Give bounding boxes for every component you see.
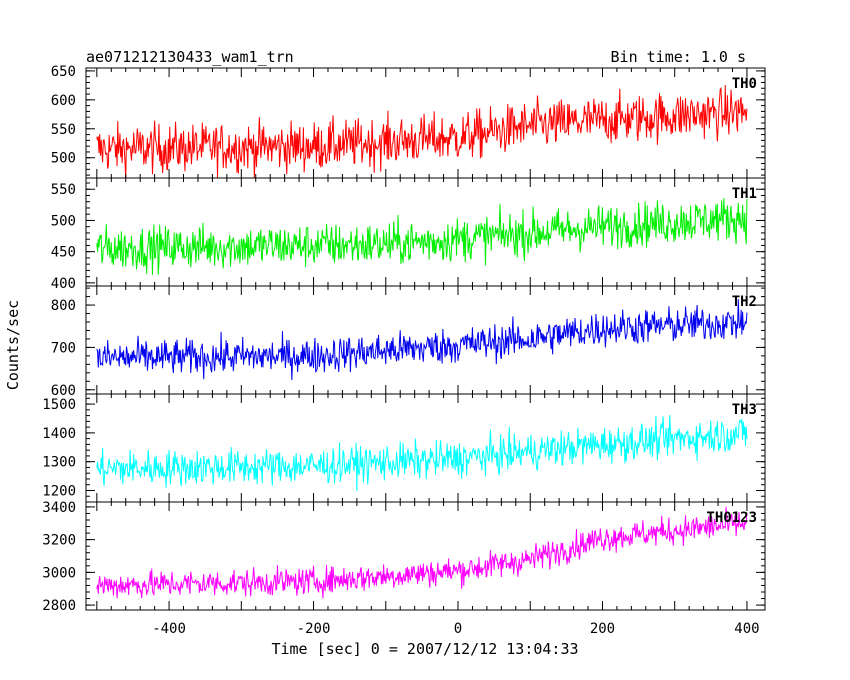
x-tick-label: 0 (454, 621, 462, 637)
y-tick-label: 1500 (42, 397, 76, 413)
panels-group: 500 550 600 650 TH0 400 450 500 550 TH1 600 700 800 T… (42, 64, 766, 614)
y-tick-label: 550 (51, 182, 76, 198)
x-axis: -400 -200 0 200 400 (152, 621, 759, 637)
chart-title: ae071212130433_wam1_trn (86, 48, 294, 66)
series-th0123 (96, 506, 748, 599)
panel-th2: 600 700 800 TH2 (51, 285, 766, 399)
panel-frame (85, 67, 766, 179)
x-axis-label: Time [sec] 0 = 2007/12/12 13:04:33 (271, 640, 578, 658)
y-tick-label: 600 (51, 383, 76, 399)
series-th2 (96, 299, 748, 381)
panel-th0123: 2800 3000 3200 3400 TH0123 (42, 500, 766, 614)
y-tick-label: 2800 (42, 598, 76, 614)
x-tick-label: -200 (297, 621, 331, 637)
x-tick-label: 200 (590, 621, 615, 637)
panel-th1: 400 450 500 550 TH1 (51, 177, 766, 292)
panel-label: TH1 (732, 186, 757, 202)
series-th1 (96, 198, 748, 275)
y-tick-label: 1300 (42, 455, 76, 471)
y-tick-label: 450 (51, 245, 76, 261)
y-tick-label: 500 (51, 151, 76, 167)
panel-frame (85, 177, 766, 287)
panel-frame (85, 285, 766, 395)
x-tick-label: 400 (734, 621, 759, 637)
y-tick-label: 3200 (42, 533, 76, 549)
bin-time-label: Bin time: 1.0 s (611, 48, 746, 66)
panel-label: TH0123 (706, 510, 757, 526)
panel-frame (85, 501, 766, 611)
y-tick-label: 600 (51, 93, 76, 109)
y-tick-label: 400 (51, 276, 76, 292)
y-tick-label: 3400 (42, 500, 76, 516)
y-tick-label: 550 (51, 122, 76, 138)
panel-label: TH3 (732, 402, 757, 418)
y-tick-label: 800 (51, 298, 76, 314)
y-tick-label: 500 (51, 213, 76, 229)
panel-frame (85, 393, 766, 503)
panel-th0: 500 550 600 650 TH0 (51, 64, 766, 179)
series-th3 (96, 415, 748, 492)
y-tick-label: 1200 (42, 483, 76, 499)
y-tick-label: 700 (51, 340, 76, 356)
y-tick-label: 3000 (42, 565, 76, 581)
x-tick-label: -400 (152, 621, 186, 637)
y-axis-label: Counts/sec (4, 300, 22, 390)
panel-label: TH0 (732, 76, 757, 92)
y-tick-label: 650 (51, 64, 76, 80)
series-th0 (96, 84, 748, 178)
panel-th3: 1200 1300 1400 1500 TH3 (42, 393, 766, 503)
panel-label: TH2 (732, 294, 757, 310)
y-tick-label: 1400 (42, 426, 76, 442)
